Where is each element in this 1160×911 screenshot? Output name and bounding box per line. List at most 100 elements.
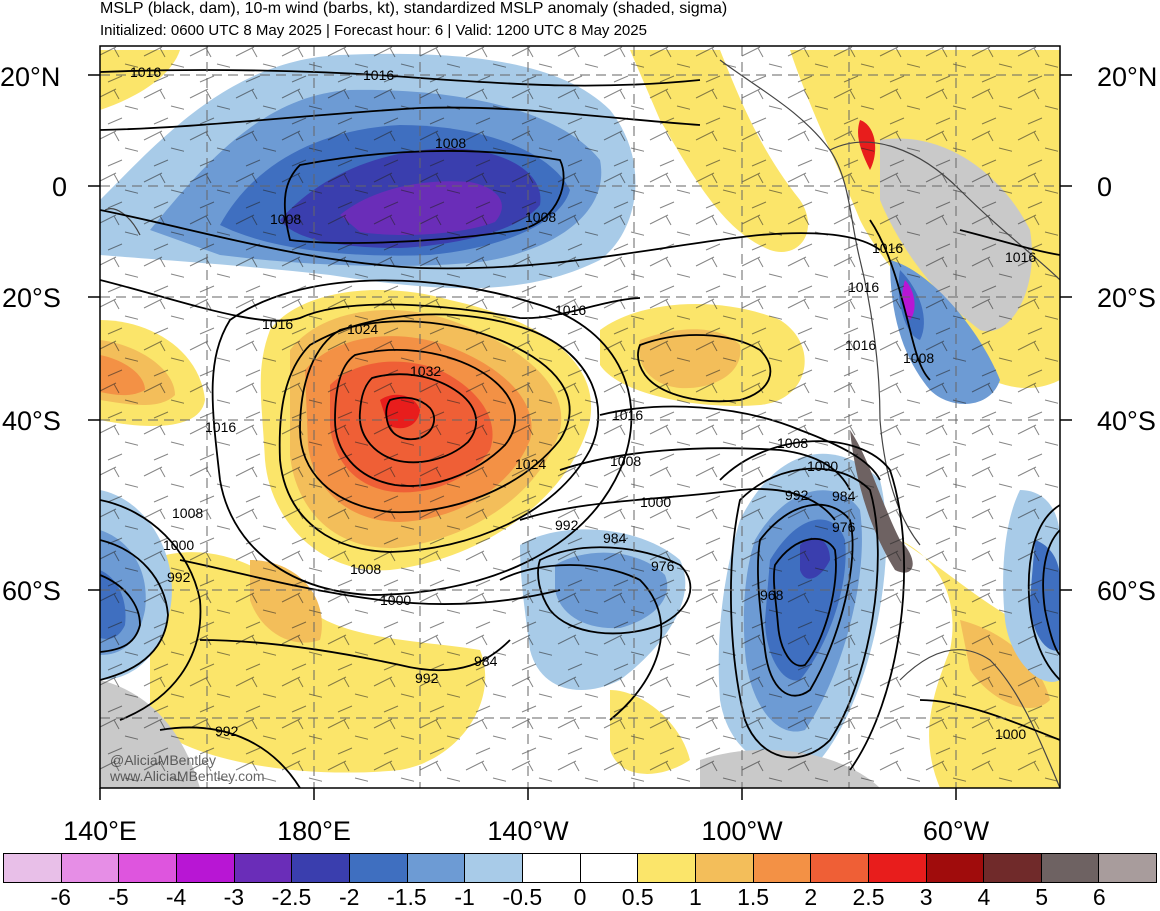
colorbar-label: 2.5 — [852, 884, 885, 910]
colorbar-label: -1.5 — [387, 884, 427, 910]
colorbar-label: -6 — [50, 884, 71, 910]
colorbar-swatch — [638, 854, 696, 882]
contour-label: 992 — [415, 670, 439, 686]
contour-label: 1016 — [848, 279, 879, 295]
colorbar-swatch — [176, 854, 235, 882]
colorbar-label: 6 — [1092, 884, 1106, 910]
colorbar-swatch — [926, 854, 985, 882]
lon-label: 60°W — [922, 816, 990, 846]
contour-label: 1016 — [262, 316, 293, 332]
colorbar-labels: -6 -5 -4 -3 -2.5 -2 -1.5 -1 -0.5 0 0.5 1 1.5 2 2.5 3 4 5 6 — [3, 886, 1157, 911]
contour-label: 984 — [603, 530, 627, 546]
colorbar-label: 3 — [919, 884, 933, 910]
colorbar-swatch — [465, 854, 523, 882]
colorbar-swatch — [811, 854, 869, 882]
colorbar-swatch — [119, 854, 177, 882]
colorbar-label: -0.5 — [502, 884, 543, 910]
contour-label: 1016 — [1005, 249, 1036, 265]
contour-label: 1000 — [380, 592, 411, 608]
contour-label: 1016 — [612, 407, 643, 423]
map-subtitle: Initialized: 0600 UTC 8 May 2025 | Forec… — [100, 22, 647, 39]
colorbar-label: 2 — [804, 884, 818, 910]
contour-label: 1008 — [435, 135, 466, 151]
contour-label: 968 — [760, 587, 784, 603]
contour-label: 976 — [832, 519, 856, 535]
colorbar-label: -3 — [223, 884, 245, 910]
contour-label: 1016 — [555, 302, 586, 318]
colorbar-swatch — [695, 854, 754, 882]
colorbar-swatch — [61, 854, 120, 882]
colorbar-swatch — [407, 854, 466, 882]
watermark-handle: @AliciaMBentley — [110, 752, 217, 768]
lat-label-right: 60°S — [1097, 576, 1156, 606]
contour-label: 984 — [832, 488, 856, 504]
colorbar-swatch — [868, 854, 927, 882]
lat-label-left: 60°S — [2, 576, 61, 606]
map-panel: 1016 1016 1008 1008 1008 1016 1016 1024 … — [88, 45, 1072, 800]
colorbar-swatch — [753, 854, 812, 882]
lat-label-right: 40°S — [1097, 406, 1156, 436]
contour-label: 1000 — [807, 458, 838, 474]
colorbar-label: 1 — [688, 884, 702, 910]
contour-label: 1000 — [995, 726, 1026, 742]
contour-label: 1008 — [777, 435, 808, 451]
colorbar-swatch — [4, 854, 62, 882]
colorbar-label: 1.5 — [737, 884, 770, 910]
contour-label: 1008 — [903, 350, 934, 366]
lat-label-left: 20°N — [0, 62, 61, 92]
lon-label: 180°E — [277, 816, 351, 846]
colorbar-label: 0.5 — [621, 884, 654, 910]
map-title: MSLP (black, dam), 10-m wind (barbs, kt)… — [100, 0, 728, 17]
anomaly-shading: 1016 1016 1008 1008 1008 1016 1016 1024 … — [100, 46, 1060, 788]
contour-label: 992 — [167, 569, 191, 585]
contour-label: 1008 — [610, 453, 641, 469]
lat-label-left: 20°S — [2, 283, 61, 313]
contour-label: 1008 — [525, 209, 556, 225]
contour-label: 976 — [651, 558, 675, 574]
lat-label-right: 20°S — [1097, 283, 1156, 313]
watermark-url: www.AliciaMBentley.com — [110, 768, 265, 784]
contour-label: 1008 — [172, 505, 203, 521]
lat-label-left: 40°S — [2, 406, 61, 436]
contour-label: 1024 — [515, 456, 546, 472]
contour-label: 1008 — [270, 211, 301, 227]
contour-label: 992 — [215, 723, 239, 739]
contour-label: 1024 — [347, 321, 378, 337]
contour-label: 984 — [474, 653, 498, 669]
colorbar-swatch — [1099, 854, 1158, 882]
lon-label: 140°W — [487, 816, 569, 846]
map-frame — [99, 45, 1061, 789]
colorbar-swatch — [580, 854, 639, 882]
colorbar-swatch — [292, 854, 350, 882]
mslp-contours — [100, 69, 1060, 788]
contour-label: 1008 — [350, 561, 381, 577]
colorbar-swatch — [1041, 854, 1100, 882]
colorbar-label: 5 — [1035, 884, 1048, 910]
contour-label: 1016 — [845, 337, 876, 353]
contour-label: 1016 — [205, 419, 236, 435]
colorbar-label: -1 — [454, 884, 475, 910]
colorbar-label: -2 — [338, 884, 360, 910]
watermark: @AliciaMBentley www.AliciaMBentley.com — [110, 752, 265, 784]
colorbar — [3, 853, 1158, 883]
lat-label-right: 0 — [1097, 172, 1113, 202]
lon-label: 100°W — [701, 816, 783, 846]
lat-label-right: 20°N — [1097, 62, 1158, 92]
colorbar-swatch — [522, 854, 581, 882]
colorbar-label: -5 — [108, 884, 129, 910]
contour-label: 1016 — [363, 67, 394, 83]
colorbar-label: -2.5 — [271, 884, 312, 910]
contour-label: 1016 — [872, 240, 903, 256]
graticule — [100, 46, 1060, 788]
contour-label: 1000 — [163, 537, 194, 553]
contour-label: 1016 — [130, 64, 161, 80]
contour-label: 1000 — [640, 494, 671, 510]
contour-label: 1032 — [410, 363, 441, 379]
colorbar-swatch — [984, 854, 1042, 882]
lat-label-left: 0 — [52, 172, 68, 202]
colorbar-label: 4 — [977, 884, 991, 910]
colorbar-label: -4 — [165, 884, 187, 910]
contour-label: 992 — [785, 487, 809, 503]
contour-label: 992 — [555, 517, 579, 533]
colorbar-label: 0 — [573, 884, 587, 910]
